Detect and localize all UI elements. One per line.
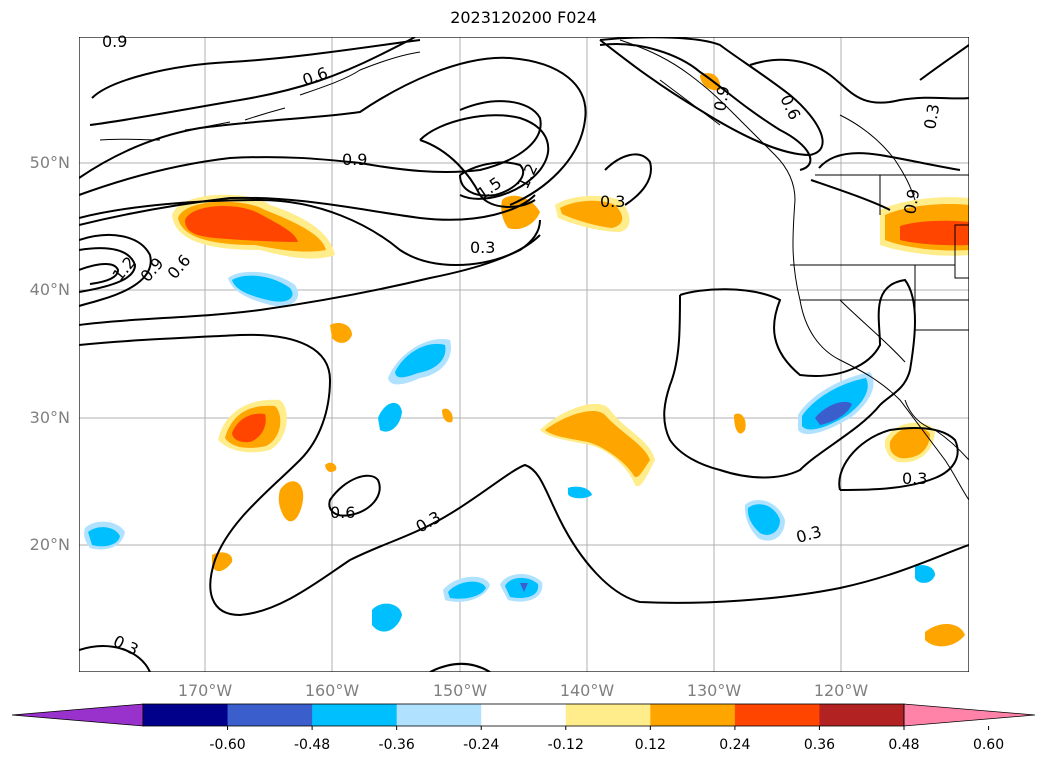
contour-label: 0.9 xyxy=(102,32,127,51)
colorbar-segment xyxy=(396,704,482,726)
contour-label: 0.9 xyxy=(342,150,367,169)
lat-label-20n: 20°N xyxy=(29,535,70,554)
colorbar-tick-label: 0.12 xyxy=(634,737,666,753)
colorbar-segment xyxy=(481,704,567,726)
lon-label-170w: 170°W xyxy=(177,681,233,700)
colorbar-tick-label: 0.36 xyxy=(803,737,836,753)
colorbar-extend-low xyxy=(11,703,144,727)
lat-label-40n: 40°N xyxy=(29,280,70,299)
negative-anomaly-areas xyxy=(84,271,935,632)
colorbar-tick-label: 0.24 xyxy=(719,737,751,753)
colorbar-tick-label: 0.60 xyxy=(972,737,1005,753)
contour-label: 0.6 xyxy=(330,503,355,522)
contour-label: 0.9 xyxy=(710,84,733,112)
coastlines xyxy=(99,39,969,501)
lon-label-150w: 150°W xyxy=(432,681,488,700)
contour-label: 0.9 xyxy=(900,187,923,215)
colorbar-tick-label: 0.48 xyxy=(888,737,920,753)
contour-label: 0.3 xyxy=(470,238,495,257)
colorbar-extend-high xyxy=(903,703,1036,727)
colorbar-tick-label: -0.36 xyxy=(378,737,415,753)
colorbar-segment xyxy=(819,704,905,726)
gridlines xyxy=(79,37,969,672)
lat-label-30n: 30°N xyxy=(29,408,70,427)
colorbar-segment xyxy=(312,704,398,726)
contour-label: 0.3 xyxy=(902,469,927,488)
colorbar-frame xyxy=(142,703,905,727)
contour-label: 0.3 xyxy=(920,102,943,130)
colorbar-segment xyxy=(227,704,313,726)
colorbar-tick-label: -0.24 xyxy=(463,737,500,753)
colorbar-tick-label: -0.60 xyxy=(209,737,246,753)
colorbar-segment xyxy=(650,704,736,726)
colorbar-segments xyxy=(11,703,1036,730)
positive-anomaly-areas xyxy=(172,73,969,647)
lon-label-120w: 120°W xyxy=(813,681,869,700)
colorbar-segment xyxy=(734,704,820,726)
map-title: 2023120200 F024 xyxy=(450,8,597,27)
lon-label-140w: 140°W xyxy=(559,681,615,700)
colorbar-tick-label: -0.48 xyxy=(293,737,331,753)
colorbar-segment xyxy=(143,704,229,726)
contour-lines xyxy=(79,37,969,672)
colorbar-segment xyxy=(565,704,651,726)
contour-label: 0.3 xyxy=(600,192,625,211)
lon-label-130w: 130°W xyxy=(686,681,742,700)
colorbar-tick-label: -0.12 xyxy=(547,737,584,753)
lat-label-50n: 50°N xyxy=(29,153,70,172)
lon-label-160w: 160°W xyxy=(304,681,360,700)
